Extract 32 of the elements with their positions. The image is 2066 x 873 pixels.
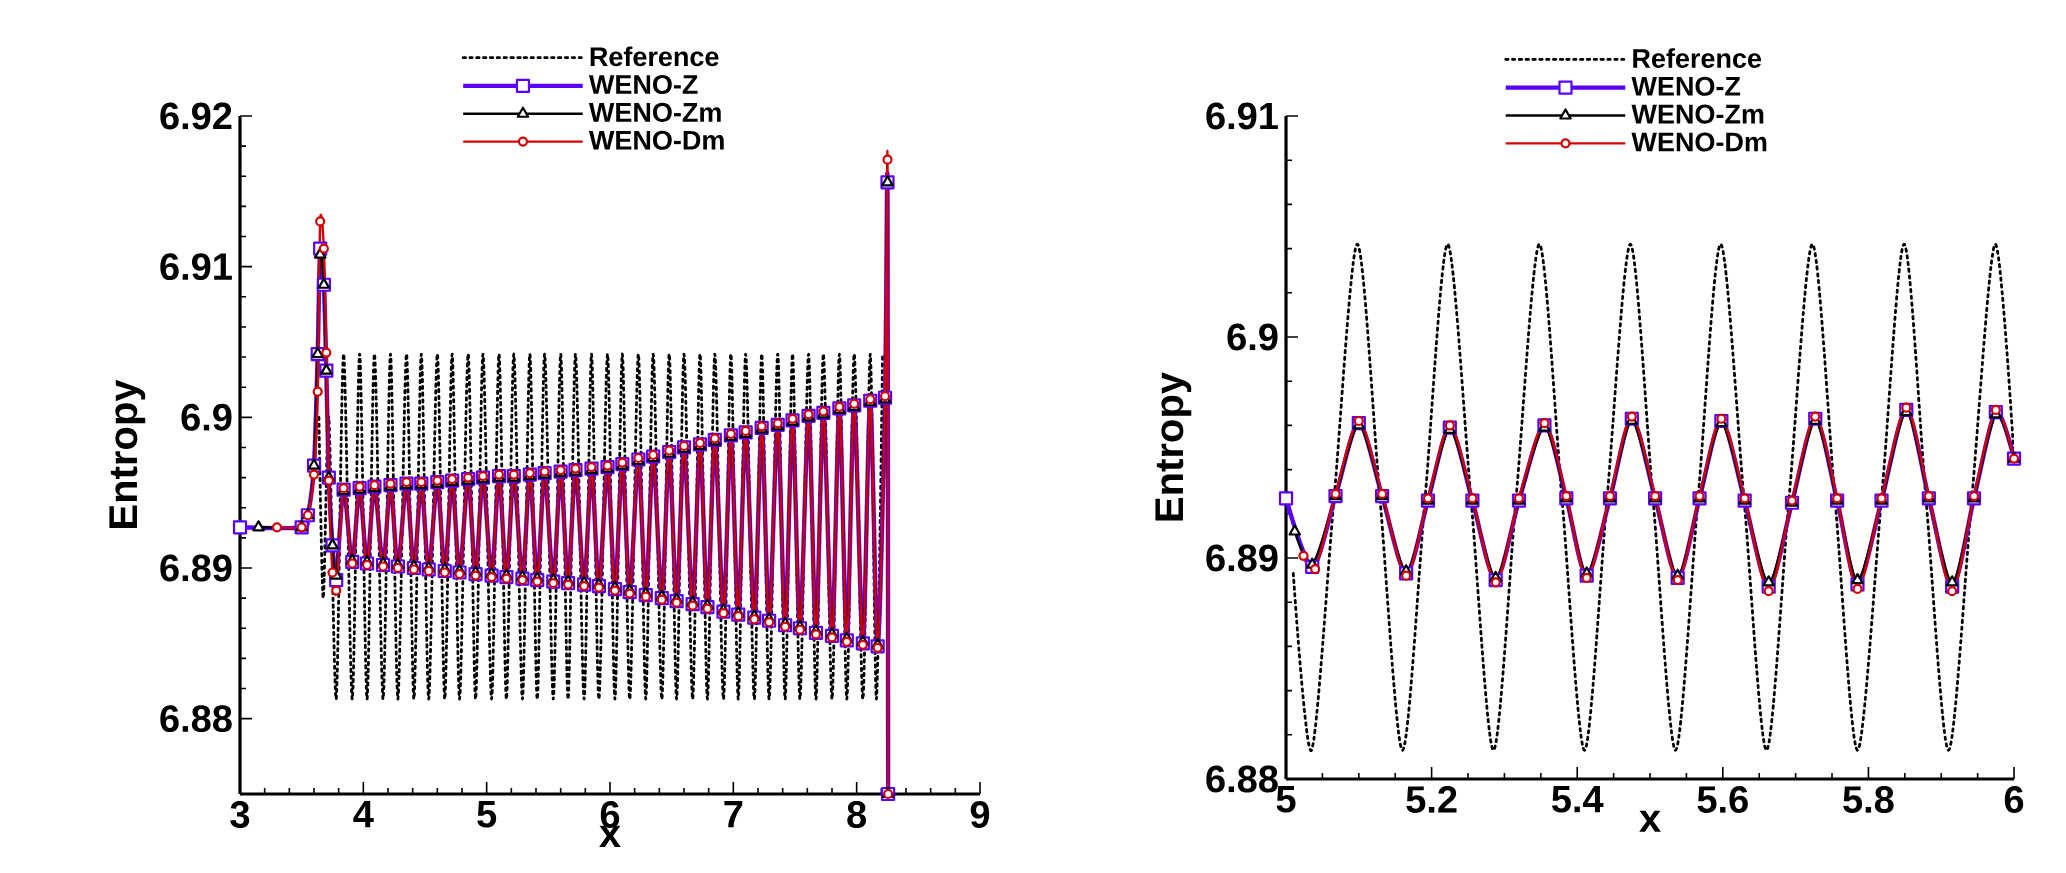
x-tick-label: 6 <box>2004 786 2024 813</box>
legend-label: WENO-Z <box>588 74 698 95</box>
legend-label: Reference <box>590 46 719 67</box>
y-tick-label: 6.88 <box>160 705 232 733</box>
x-tick-label: 3 <box>230 801 250 829</box>
y-axis-title: Entropy <box>109 379 146 528</box>
x-tick-label: 9 <box>970 801 990 828</box>
x-tick-label: 4 <box>353 801 374 828</box>
x-tick-label: 5.4 <box>1551 786 1604 813</box>
x-tick-label: 5.6 <box>1697 786 1748 813</box>
y-tick-label: 6.89 <box>160 554 232 582</box>
y-tick-label: 6.9 <box>1227 323 1278 351</box>
legend-label: WENO-Dm <box>1631 132 1767 152</box>
legend-label: WENO-Dm <box>588 130 724 150</box>
legend-label: WENO-Zm <box>1631 104 1764 124</box>
y-axis-title: Entropy <box>1155 372 1192 521</box>
y-tick-label: 6.88 <box>1206 765 1278 793</box>
x-tick-label: 5 <box>477 801 497 828</box>
legend-label: Reference <box>1633 48 1762 68</box>
x-tick-label: 5.8 <box>1843 786 1894 813</box>
x-tick-label: 5.2 <box>1406 786 1457 813</box>
x-tick-label: 5 <box>1276 786 1296 813</box>
y-tick-label: 6.89 <box>1206 544 1278 572</box>
legend-label: WENO-Zm <box>588 102 721 122</box>
x-tick-label: 7 <box>724 801 743 828</box>
y-tick-label: 6.91 <box>160 253 232 281</box>
x-axis-title: x <box>1639 810 1661 832</box>
legend-label: WENO-Z <box>1631 76 1741 96</box>
y-tick-label: 6.91 <box>1206 102 1278 130</box>
y-tick-label: 6.9 <box>181 403 232 431</box>
x-tick-label: 8 <box>847 801 867 828</box>
y-tick-label: 6.92 <box>160 102 232 130</box>
